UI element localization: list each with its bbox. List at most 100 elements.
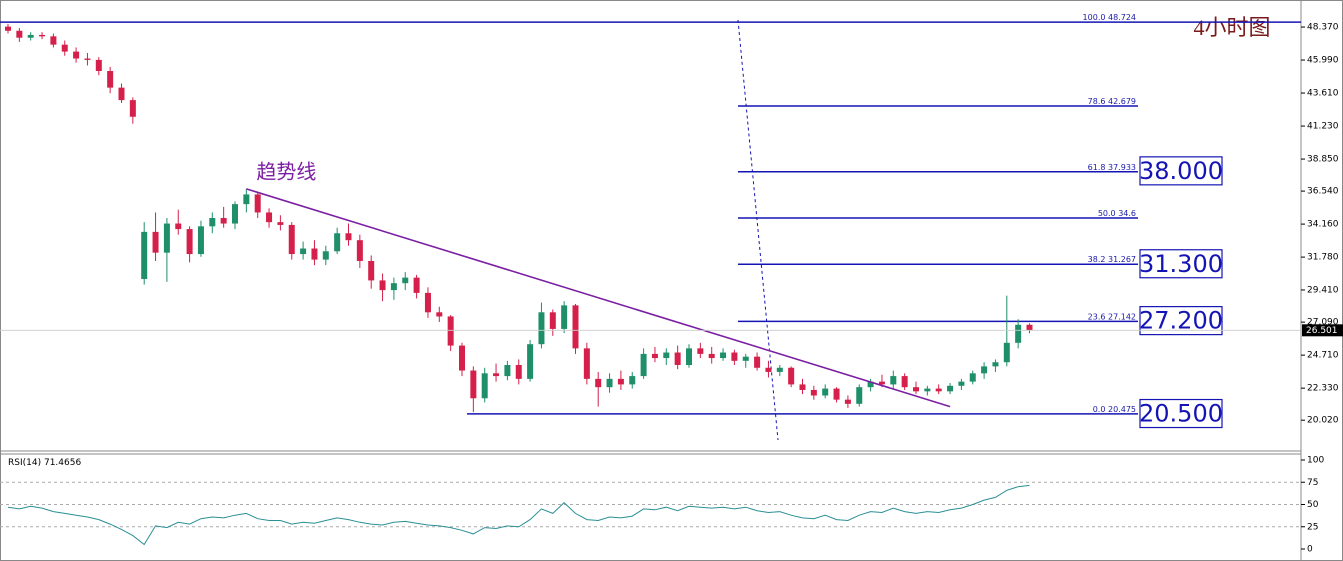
candle-body — [254, 194, 261, 213]
candle-body — [583, 348, 590, 379]
y-tick-label: 36.540 — [1307, 187, 1339, 197]
candle-body — [61, 44, 68, 52]
candle-body — [617, 378, 624, 385]
candle-body — [788, 367, 795, 385]
fib-ratio: 50.0 — [1098, 208, 1116, 217]
y-tick-label: 41.230 — [1307, 122, 1339, 132]
candle-body — [720, 352, 727, 359]
candle-body — [731, 352, 738, 361]
fib-price: 37.933 — [1108, 162, 1136, 171]
candle-body — [969, 373, 976, 382]
candle-body — [356, 240, 363, 261]
candle-body — [901, 376, 908, 388]
candle-body — [118, 87, 125, 101]
fib-ratio: 38.2 — [1088, 255, 1106, 264]
fib-label: 61.8 37.933 — [1088, 162, 1136, 171]
trend-label: 趋势线 — [256, 159, 316, 183]
candle-body — [436, 312, 443, 317]
candle-body — [16, 30, 23, 38]
candle-body — [640, 353, 647, 377]
fib-label: 50.0 34.6 — [1098, 208, 1136, 217]
candle-body — [129, 100, 136, 117]
fib-price: 42.679 — [1108, 96, 1136, 105]
candle-body — [39, 34, 46, 37]
candle-body — [322, 251, 329, 260]
target-label: 38.000 — [1139, 157, 1223, 185]
candle-body — [141, 231, 148, 280]
candle-body — [606, 378, 613, 388]
rsi-y-tick-label: 75 — [1307, 478, 1318, 488]
fib-label: 23.6 27.142 — [1088, 312, 1136, 321]
candle-body — [913, 387, 919, 392]
fib-price: 31.267 — [1108, 255, 1136, 264]
candle-body — [232, 204, 238, 224]
candle-body — [424, 292, 431, 313]
candle-body — [390, 283, 397, 291]
candle-body — [822, 388, 829, 396]
fib-ratio: 61.8 — [1088, 162, 1106, 171]
rsi-last: 71.4656 — [44, 458, 81, 468]
fib-label: 38.2 31.267 — [1088, 255, 1136, 264]
fib-ratio: 0.0 — [1093, 404, 1106, 413]
candle-body — [844, 399, 851, 404]
target-label: 31.300 — [1139, 250, 1223, 278]
fib-price: 20.475 — [1108, 404, 1136, 413]
candle-body — [595, 378, 602, 388]
rsi-label: RSI(14) 71.4656 — [8, 458, 81, 468]
y-tick-label: 20.020 — [1307, 416, 1339, 426]
y-tick-label: 48.370 — [1307, 23, 1339, 33]
candle-body — [515, 364, 522, 379]
chart-title: 4小时图 — [1193, 15, 1270, 40]
candle-body — [84, 58, 91, 60]
candle-body — [572, 305, 579, 349]
candle-body — [799, 384, 806, 390]
y-tick-label: 31.780 — [1307, 253, 1339, 263]
candle-body — [447, 316, 454, 346]
candle-body — [1026, 324, 1033, 331]
fib-ratio: 100.0 — [1083, 13, 1106, 22]
candle-body — [958, 381, 965, 386]
candle-body — [402, 277, 409, 284]
candle-body — [765, 367, 772, 372]
candle-body — [459, 345, 465, 371]
candle-body — [935, 388, 942, 392]
candle-body — [5, 26, 11, 31]
candle-body — [708, 353, 715, 359]
candle-body — [288, 224, 295, 255]
candle-body — [947, 385, 954, 392]
candle-body — [209, 217, 216, 227]
fib-price: 34.6 — [1118, 208, 1136, 217]
fib-price: 48.724 — [1108, 13, 1136, 22]
candle-body — [197, 226, 204, 255]
candle-body — [73, 51, 80, 59]
candle-body — [266, 212, 273, 223]
candle-body — [663, 352, 670, 359]
fib-ratio: 78.6 — [1088, 96, 1106, 105]
rsi-y-tick-label: 50 — [1307, 500, 1319, 510]
candle-body — [504, 364, 511, 377]
rsi-y-tick-label: 100 — [1307, 456, 1324, 466]
y-tick-label: 34.160 — [1307, 220, 1339, 230]
candle-body — [1003, 342, 1010, 363]
current-price-box — [1302, 324, 1343, 337]
candle-body — [277, 222, 284, 225]
candle-body — [1015, 324, 1022, 343]
current-price-label: 26.501 — [1306, 326, 1338, 336]
fib-label: 100.0 48.724 — [1083, 13, 1136, 22]
candle-body — [107, 71, 114, 88]
candle-body — [152, 231, 159, 253]
candle-body — [697, 348, 704, 354]
candle-body — [300, 248, 307, 255]
candle-body — [561, 305, 568, 329]
candle-body — [413, 277, 420, 293]
candle-body — [878, 381, 885, 385]
candle-body — [95, 59, 102, 72]
candle-body — [243, 194, 250, 205]
candle-body — [368, 260, 375, 281]
y-tick-label: 24.710 — [1307, 351, 1339, 361]
target-label: 20.500 — [1139, 400, 1223, 428]
candle-body — [776, 367, 783, 372]
rsi-y-tick-label: 25 — [1307, 522, 1318, 532]
